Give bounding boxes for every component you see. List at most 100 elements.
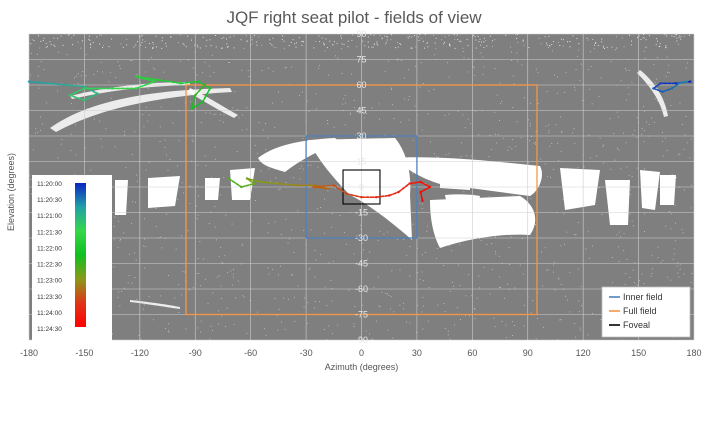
noise-point: [364, 45, 366, 47]
noise-point: [326, 168, 328, 170]
noise-point: [183, 192, 184, 194]
noise-point: [362, 40, 364, 42]
noise-point: [188, 289, 190, 291]
noise-point: [558, 278, 560, 280]
noise-point: [558, 160, 559, 162]
gaze-point: [388, 194, 391, 197]
noise-point: [281, 321, 282, 323]
noise-point: [145, 106, 147, 108]
y-tick-label: 60: [356, 80, 366, 90]
noise-point: [546, 269, 548, 271]
noise-point: [521, 64, 523, 66]
noise-point: [514, 287, 516, 289]
noise-point: [560, 284, 562, 285]
noise-point: [620, 168, 622, 170]
noise-point: [650, 275, 652, 277]
noise-point: [421, 208, 423, 209]
noise-point: [655, 44, 657, 46]
noise-point: [657, 40, 658, 42]
noise-point: [279, 188, 281, 190]
noise-point: [472, 35, 474, 37]
noise-point: [335, 55, 336, 57]
gaze-segment: [227, 177, 243, 188]
noise-point: [284, 328, 286, 330]
noise-point: [376, 43, 378, 45]
noise-point: [620, 236, 621, 238]
noise-point: [152, 47, 154, 49]
noise-point: [602, 162, 604, 164]
noise-point: [399, 269, 401, 271]
noise-point: [68, 35, 69, 36]
legend-box: [601, 286, 691, 338]
noise-point: [561, 131, 562, 133]
noise-point: [501, 100, 503, 102]
noise-point: [30, 179, 32, 180]
noise-point: [466, 39, 468, 41]
noise-point: [343, 43, 345, 45]
noise-point: [46, 45, 48, 47]
noise-point: [71, 37, 73, 39]
noise-point: [381, 38, 383, 40]
noise-point: [670, 279, 672, 281]
gaze-point: [258, 180, 262, 184]
noise-point: [671, 174, 673, 176]
noise-point: [667, 71, 668, 73]
noise-point: [612, 282, 613, 284]
noise-point: [419, 34, 421, 35]
gaze-segment: [46, 82, 67, 86]
noise-point: [567, 299, 568, 301]
colorbar-label: 11:21:00: [37, 213, 62, 220]
noise-point: [393, 311, 395, 313]
noise-point: [542, 285, 544, 287]
noise-point: [343, 232, 345, 233]
noise-point: [641, 128, 643, 129]
noise-point: [662, 140, 663, 142]
gaze-point: [419, 190, 422, 194]
noise-point: [516, 37, 517, 39]
noise-point: [392, 104, 393, 106]
noise-point: [163, 71, 165, 73]
noise-point: [601, 41, 603, 43]
noise-point: [319, 65, 320, 67]
noise-point: [210, 211, 212, 213]
noise-point: [444, 114, 446, 116]
noise-point: [31, 52, 32, 54]
noise-point: [641, 273, 643, 275]
colorbar-label: 11:23:00: [37, 278, 62, 285]
noise-point: [241, 129, 243, 131]
noise-point: [287, 242, 289, 244]
noise-point: [681, 228, 683, 230]
noise-point: [170, 36, 172, 38]
noise-point: [356, 235, 358, 237]
noise-point: [257, 311, 258, 313]
noise-point: [678, 36, 680, 38]
noise-point: [102, 45, 104, 46]
noise-point: [354, 134, 356, 136]
noise-point: [143, 308, 144, 310]
noise-point: [136, 174, 137, 176]
noise-point: [221, 298, 222, 299]
gaze-point: [327, 187, 330, 190]
noise-point: [616, 234, 618, 236]
noise-point: [45, 46, 47, 48]
noise-point: [379, 118, 380, 120]
noise-point: [328, 325, 330, 327]
noise-point: [474, 36, 476, 38]
noise-point: [492, 40, 493, 42]
noise-point: [579, 327, 581, 329]
noise-point: [565, 295, 566, 297]
noise-point: [422, 305, 424, 307]
noise-point: [690, 184, 692, 186]
noise-point: [75, 75, 77, 77]
noise-point: [677, 262, 679, 264]
gaze-segment: [277, 182, 298, 187]
noise-point: [328, 74, 329, 76]
noise-point: [38, 66, 40, 67]
noise-point: [448, 113, 450, 115]
noise-point: [456, 34, 458, 36]
noise-point: [351, 73, 353, 75]
noise-point: [417, 305, 419, 306]
noise-point: [657, 88, 659, 90]
gaze-point: [153, 80, 156, 83]
noise-point: [422, 297, 424, 298]
